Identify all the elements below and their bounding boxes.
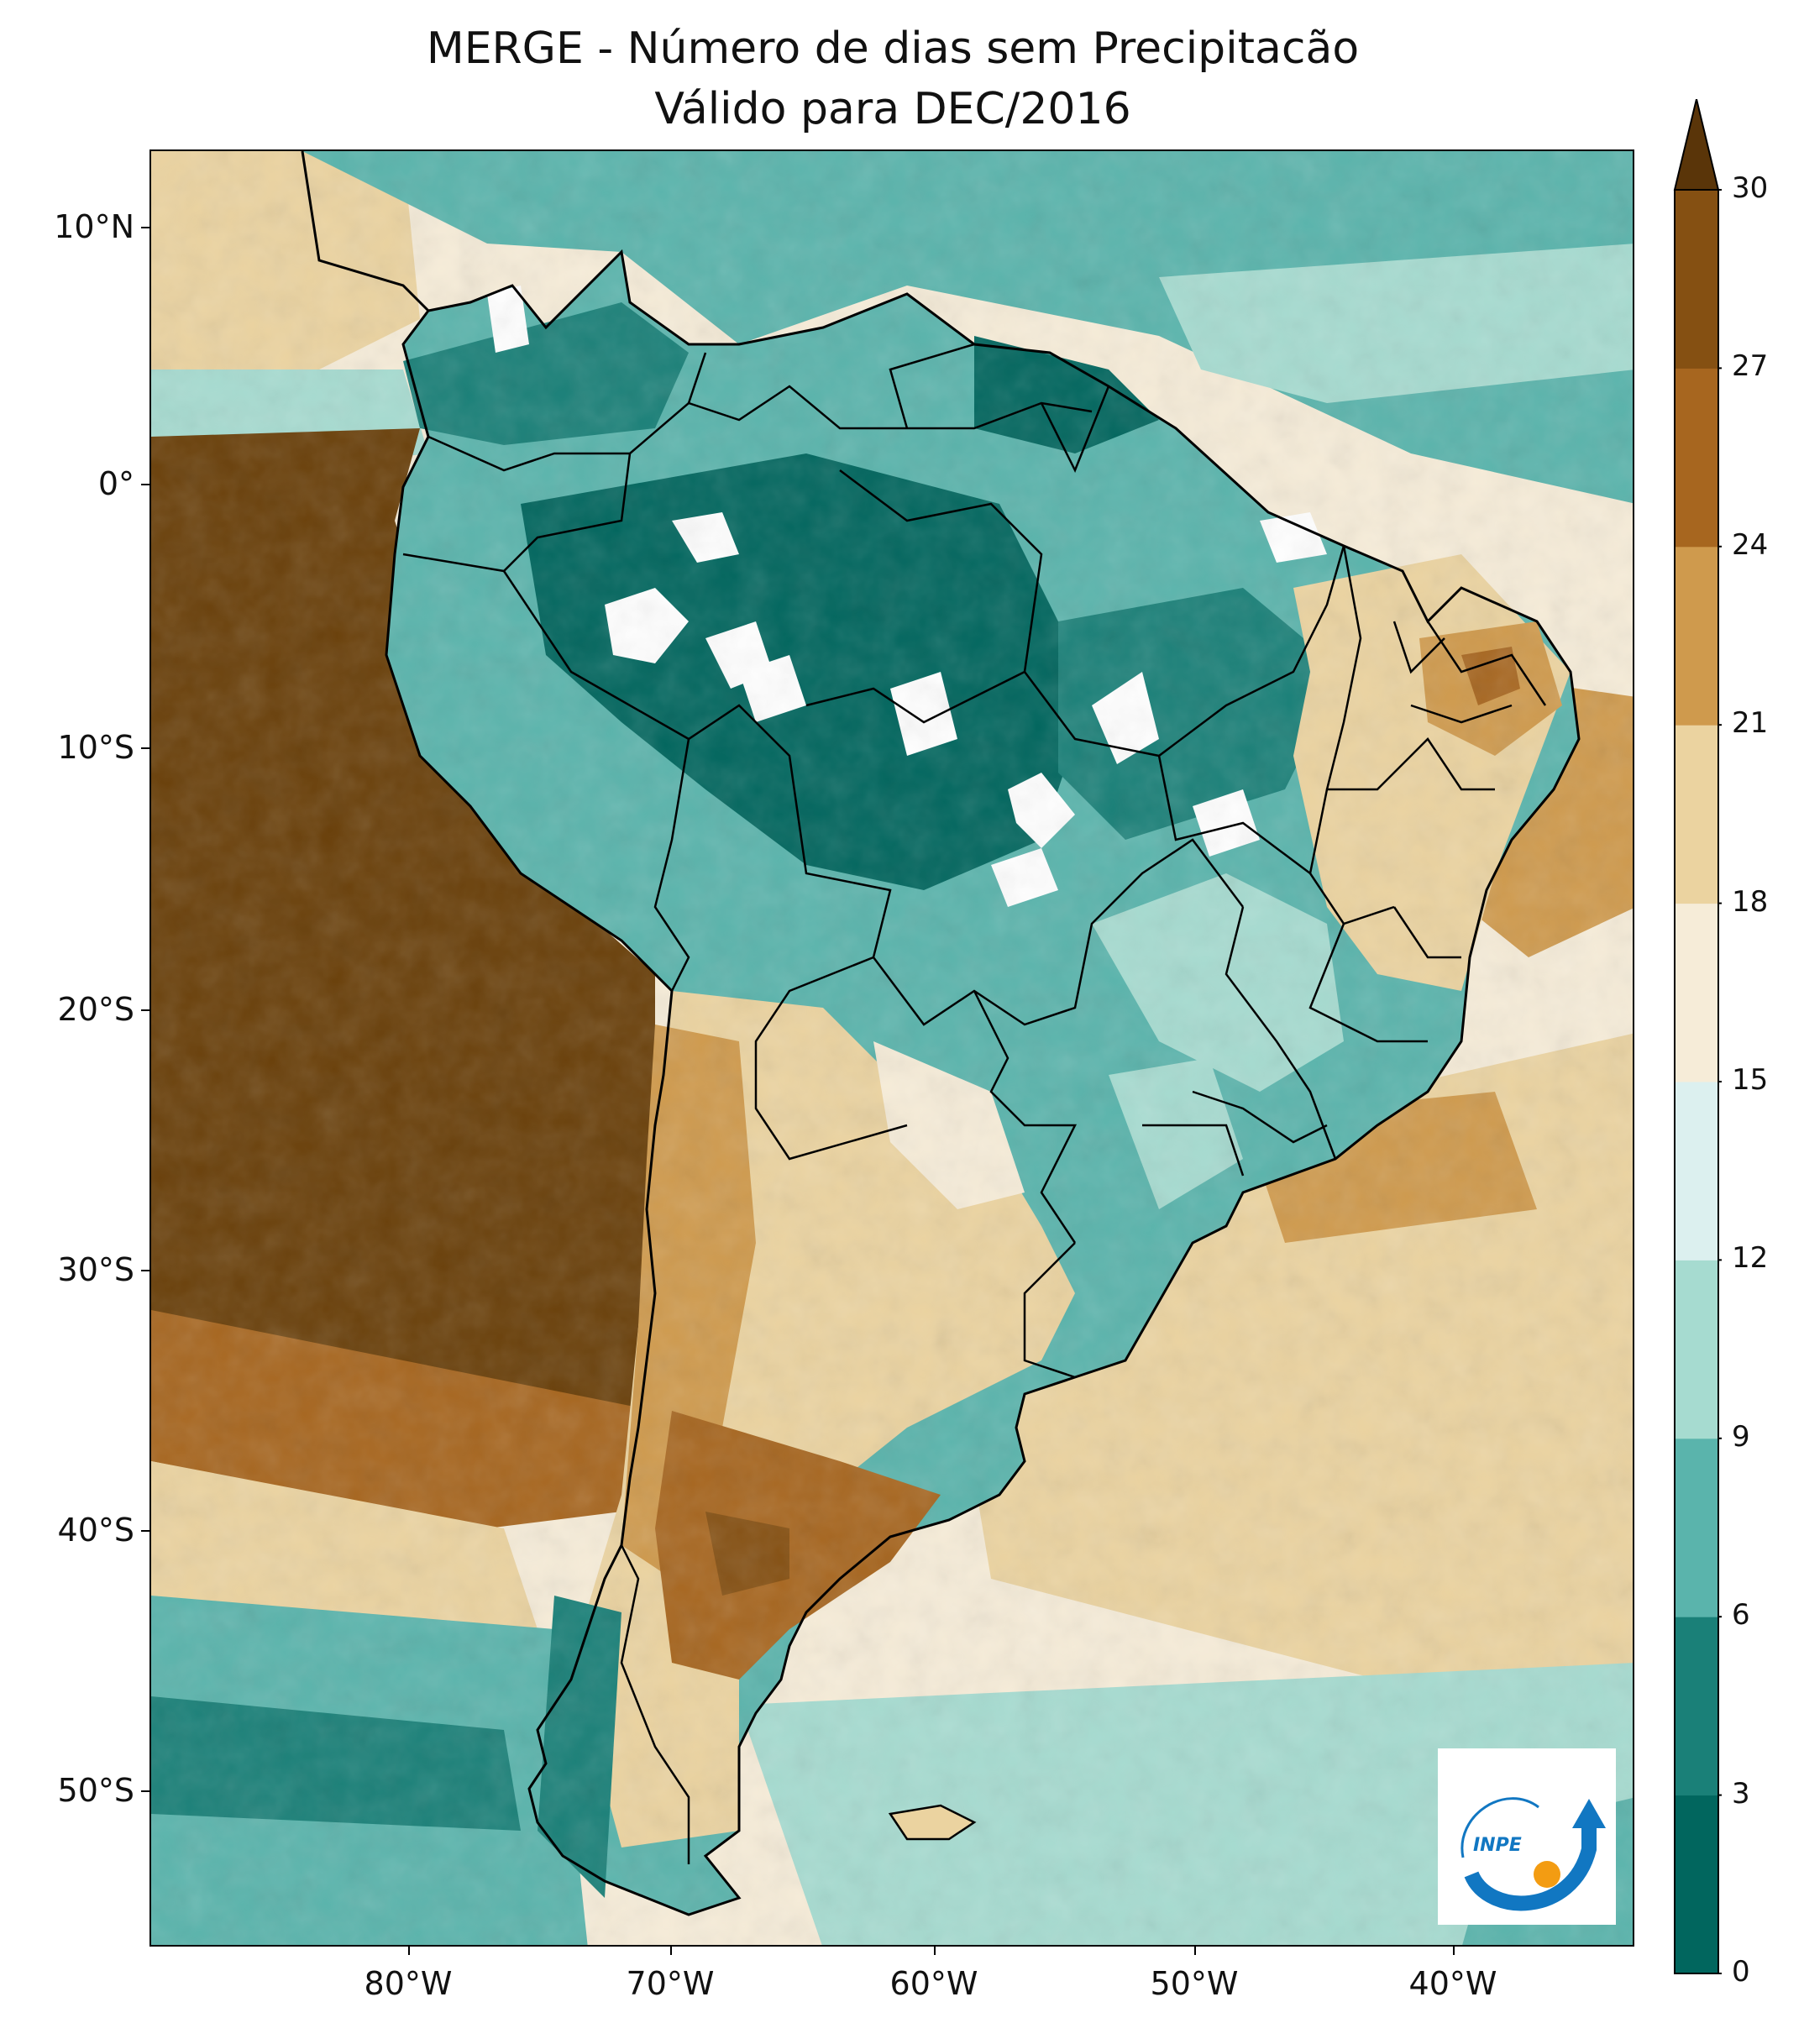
lat-tick xyxy=(141,1530,149,1532)
southeast-brazil-moist xyxy=(1092,873,1344,1092)
colorbar-tick-label: 18 xyxy=(1732,884,1769,919)
no-data-patch xyxy=(991,848,1058,907)
southern-ocean-field xyxy=(739,1663,1633,1945)
colorbar-tick-label: 24 xyxy=(1732,527,1769,562)
colorbar xyxy=(1673,99,1722,1974)
lat-label-40s: 40°S xyxy=(57,1512,134,1549)
colorbar-segment xyxy=(1675,1795,1718,1974)
lon-label-40w: 40°W xyxy=(1408,1965,1497,2002)
patagonia-driest xyxy=(705,1512,789,1596)
no-data-patch xyxy=(1008,773,1075,848)
paraguay-light xyxy=(873,1041,1025,1209)
colorbar-tick-label: 9 xyxy=(1732,1419,1750,1454)
colorbar-tick-label: 27 xyxy=(1732,349,1769,384)
no-data-patch xyxy=(487,286,529,353)
colorbar-segment xyxy=(1675,903,1718,1082)
political-borders xyxy=(402,343,1547,1864)
lat-tick xyxy=(141,1270,149,1271)
lat-label-20s: 20°S xyxy=(57,991,134,1028)
colorbar-tick-label: 0 xyxy=(1732,1955,1750,1989)
atlantic-wet-band xyxy=(1159,244,1633,403)
logo-text: INPE xyxy=(1473,1835,1522,1856)
amazon-wet-core xyxy=(521,453,1075,890)
lat-label-0: 0° xyxy=(97,465,134,502)
precip-dry-days-map xyxy=(151,151,1634,1947)
lat-tick xyxy=(141,484,149,485)
lon-tick xyxy=(1194,1947,1196,1955)
no-data-patch xyxy=(1193,789,1260,857)
andes-east-dry xyxy=(621,1025,756,1579)
colorbar-segment xyxy=(1675,1260,1718,1439)
no-data-patch xyxy=(1092,672,1159,764)
lat-tick xyxy=(141,1009,149,1011)
lon-tick xyxy=(408,1947,410,1955)
south-brazil-moist xyxy=(1109,1058,1243,1209)
pacific-dry-edge xyxy=(151,1310,655,1528)
map-title: MERGE - Número de dias sem Precipitacão xyxy=(426,24,1360,74)
northeast-brazil-driest xyxy=(1461,647,1520,705)
lat-tick xyxy=(141,227,149,228)
logo-orange-dot xyxy=(1534,1861,1560,1888)
colorbar-tick-label: 15 xyxy=(1732,1063,1769,1097)
guianas-wet-core xyxy=(974,336,1159,453)
no-data-patch xyxy=(1260,512,1327,563)
colorbar-extend-arrow xyxy=(1673,99,1720,191)
inpe-logo: INPE xyxy=(1438,1748,1616,1925)
no-data-patch xyxy=(672,512,739,563)
lat-label-10n: 10°N xyxy=(54,208,134,245)
colorbar-segment xyxy=(1675,546,1718,726)
colorbar-tick-label: 12 xyxy=(1732,1241,1769,1276)
colorbar-segment xyxy=(1675,1082,1718,1260)
colorbar-segment xyxy=(1675,190,1718,369)
logo-orbit xyxy=(1461,1797,1539,1858)
lon-label-60w: 60°W xyxy=(889,1965,978,2002)
logo-arrow xyxy=(1572,1799,1606,1828)
lon-label-50w: 50°W xyxy=(1150,1965,1239,2002)
colombia-wet xyxy=(403,302,689,445)
inpe-logo-graphic: INPE xyxy=(1461,1797,1606,1911)
chile-south-wet xyxy=(538,1596,621,1898)
lat-label-10s: 10°S xyxy=(57,729,134,766)
colorbar-tick-label: 6 xyxy=(1732,1598,1750,1633)
colorbar-segment xyxy=(1675,1438,1718,1617)
lat-tick xyxy=(141,1790,149,1792)
south-pacific-wetter xyxy=(151,1696,521,1831)
map-subtitle: Válido para DEC/2016 xyxy=(654,84,1131,134)
pacific-dry-field xyxy=(151,428,655,1461)
north-wet-field xyxy=(302,151,1633,504)
lon-tick xyxy=(1453,1947,1455,1955)
texture-overlay xyxy=(151,151,1634,1947)
logo-arc xyxy=(1464,1824,1597,1911)
colorbar-segment xyxy=(1675,368,1718,548)
colorbar-segment xyxy=(1675,1617,1718,1796)
lat-label-30s: 30°S xyxy=(57,1251,134,1288)
no-data-patch xyxy=(605,588,689,663)
central-brazil-wet xyxy=(1058,588,1344,840)
lon-tick xyxy=(670,1947,672,1955)
colorbar-tick-label: 30 xyxy=(1732,171,1769,205)
colorbar-tick-label: 3 xyxy=(1732,1776,1750,1811)
no-data-patch xyxy=(739,655,806,722)
central-america-coast xyxy=(301,151,430,312)
patagonia-north-dry xyxy=(655,1411,941,1680)
colorbar-tick-label: 21 xyxy=(1732,706,1769,741)
falkland-islands xyxy=(888,1804,977,1841)
no-data-patch xyxy=(890,672,957,756)
pacific-mid-field xyxy=(151,1461,538,1629)
colorbar-segment xyxy=(1675,725,1718,904)
nw-dry-field xyxy=(151,151,420,369)
coastline xyxy=(385,249,1581,1916)
lon-label-80w: 80°W xyxy=(364,1965,453,2002)
lon-tick xyxy=(934,1947,936,1955)
lat-label-50s: 50°S xyxy=(57,1772,134,1809)
map-area xyxy=(149,149,1634,1947)
lat-tick xyxy=(141,747,149,749)
lon-label-70w: 70°W xyxy=(626,1965,715,2002)
